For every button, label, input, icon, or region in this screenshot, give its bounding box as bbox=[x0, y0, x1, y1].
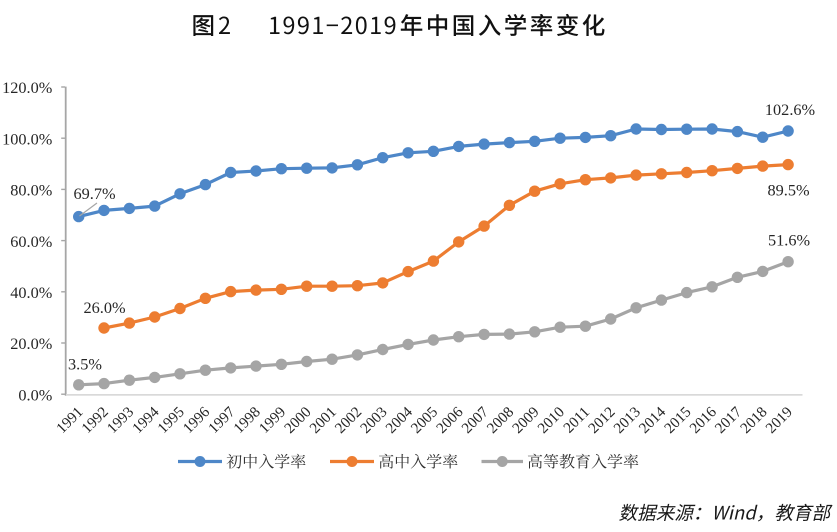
svg-text:102.6%: 102.6% bbox=[765, 100, 815, 119]
svg-text:26.0%: 26.0% bbox=[83, 298, 125, 317]
svg-text:20.0%: 20.0% bbox=[10, 334, 52, 353]
svg-text:80.0%: 80.0% bbox=[10, 181, 52, 200]
svg-text:3.5%: 3.5% bbox=[68, 355, 102, 374]
svg-text:0.0%: 0.0% bbox=[18, 385, 52, 404]
svg-text:60.0%: 60.0% bbox=[10, 232, 52, 251]
svg-text:69.7%: 69.7% bbox=[73, 184, 115, 203]
svg-text:120.0%: 120.0% bbox=[2, 78, 52, 97]
svg-text:51.6%: 51.6% bbox=[768, 230, 810, 249]
svg-text:100.0%: 100.0% bbox=[2, 129, 52, 148]
svg-text:89.5%: 89.5% bbox=[767, 181, 809, 200]
svg-text:40.0%: 40.0% bbox=[10, 283, 52, 302]
